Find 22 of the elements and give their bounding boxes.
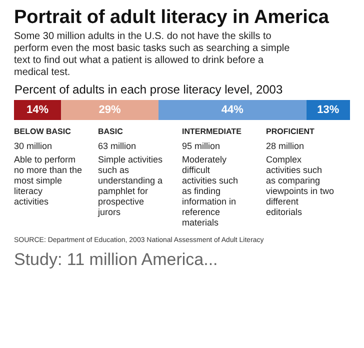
x-axis-title: Percent of adults in each prose literacy level, 2003 [14,82,283,96]
text: Simple activities such as understanding a pamphlet for prospective jurors [97,154,164,218]
data-label: 13% [317,104,340,116]
data-label: 14% [26,104,49,116]
data-label: 44% [221,104,244,116]
chart-title: Portrait of adult literacy in America [14,7,330,28]
text: Moderately difficult activities such as finding information in reference materials [182,154,238,228]
text: 30 million [14,140,52,151]
series-label: BASIC [98,127,124,136]
text: 95 million [182,140,220,151]
text: Complex activities such as comparing viewpoints in two different editorials [266,154,334,218]
text: Able to perform no more than the most simple literacy activities [14,154,82,207]
series-label: PROFICIENT [266,127,315,136]
text: Study: 11 million America... [14,250,218,269]
chart-subtitle: Some 30 million adults in the U.S. do not have the skills to perform even the most basic tasks such as searching a simple text to find out what a patient is allowed to drink before a medical test. [14,31,290,78]
text: 28 million [266,140,304,151]
text: 63 million [98,140,136,151]
data-label: 29% [98,104,121,116]
bar [158,100,306,120]
series-label: INTERMEDIATE [182,127,242,136]
series-label: BELOW BASIC [14,127,72,136]
bar [61,100,158,120]
